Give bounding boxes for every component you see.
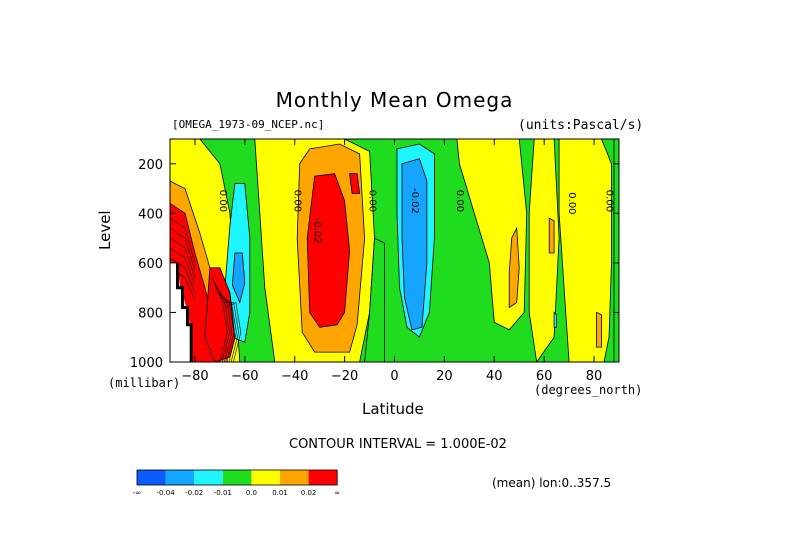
colorbar-swatch [308, 470, 338, 485]
colorbar-swatch [280, 470, 309, 485]
contour-line [225, 302, 242, 362]
contour-line [223, 302, 239, 362]
contour-label: 0.00 [454, 190, 465, 212]
contour-line [170, 227, 196, 271]
colorbar-label: -0.01 [214, 489, 232, 497]
contour-region [548, 217, 555, 254]
contour-label: 0.00 [604, 190, 615, 212]
contour-region [231, 252, 246, 304]
x-tick-label: 20 [436, 369, 453, 384]
contour-region [306, 173, 351, 328]
contour-region [528, 139, 560, 362]
colorbar-frame [136, 469, 338, 486]
x-tick-label: −80 [181, 369, 208, 384]
y-tick-label: 600 [138, 257, 163, 272]
missing-data-border [176, 262, 193, 362]
y-axis-unit: (millibar) [108, 376, 181, 390]
colorbar-label: -0.02 [185, 489, 203, 497]
contour-region [508, 226, 520, 309]
x-tick-label: −40 [281, 369, 308, 384]
y-axis-label: Level [96, 210, 114, 250]
y-tick-label: 400 [138, 207, 163, 222]
contour-line [218, 292, 235, 362]
contour-region [558, 139, 612, 362]
missing-data-region [170, 262, 193, 362]
colorbar-label: 0.01 [272, 489, 288, 497]
contour-label: 0.00 [566, 192, 577, 214]
colorbar-swatch [222, 470, 252, 485]
contour-label: 0.00 [217, 190, 228, 212]
contour-label: 0.00 [292, 190, 303, 212]
colorbar-swatch [194, 470, 223, 485]
dataset-label: [OMEGA_1973-09_NCEP.nc] [172, 118, 325, 131]
mean-longitude-text: (mean) lon:0..357.5 [492, 476, 612, 490]
contour-region [364, 237, 385, 362]
contour-line [221, 297, 237, 362]
x-axis-label: Latitude [362, 400, 424, 418]
y-tick-label: 1000 [130, 356, 163, 371]
contour-label: -0.02 [409, 188, 420, 214]
contour-line [212, 277, 228, 362]
contour-region [613, 139, 619, 362]
colorbar-label: ∞ [334, 489, 340, 497]
contour-region [349, 173, 361, 194]
contour-line [214, 282, 230, 362]
units-label: (units:Pascal/s) [518, 118, 644, 133]
colorbar-swatch [137, 470, 166, 485]
contour-line [170, 237, 196, 278]
x-tick-label: 40 [486, 369, 503, 384]
contour-field: 0.00 0.00 -0.02 0.00 -0.02 0.00 0.00 0.00 [170, 139, 619, 362]
x-tick-label: −20 [331, 369, 358, 384]
colorbar-label: -0.04 [157, 489, 176, 497]
colorbar-label: 0.0 [246, 489, 257, 497]
contour-label: 0.00 [367, 190, 378, 212]
contour-label: -0.02 [312, 218, 323, 244]
colorbar-label: 0.02 [301, 489, 317, 497]
contour-line [170, 218, 196, 263]
contour-region [596, 311, 602, 348]
x-tick-label: 0 [390, 369, 398, 384]
x-tick-label: 80 [586, 369, 603, 384]
contour-line [170, 257, 196, 293]
y-tick-label: 800 [138, 306, 163, 321]
colorbar-label: -∞ [133, 489, 141, 497]
x-tick-label: 60 [536, 369, 553, 384]
colorbar-swatch [165, 470, 195, 485]
x-axis-unit: (degrees_north) [534, 383, 643, 397]
y-tick-label: 200 [138, 158, 163, 173]
colorbar-swatch [251, 470, 280, 485]
contour-line [170, 247, 196, 286]
contour-interval-text: CONTOUR INTERVAL = 1.000E-02 [289, 437, 507, 452]
contour-region [553, 311, 557, 328]
x-tick-label: −60 [231, 369, 258, 384]
chart-title: Monthly Mean Omega [275, 88, 514, 112]
contour-region [401, 158, 428, 331]
